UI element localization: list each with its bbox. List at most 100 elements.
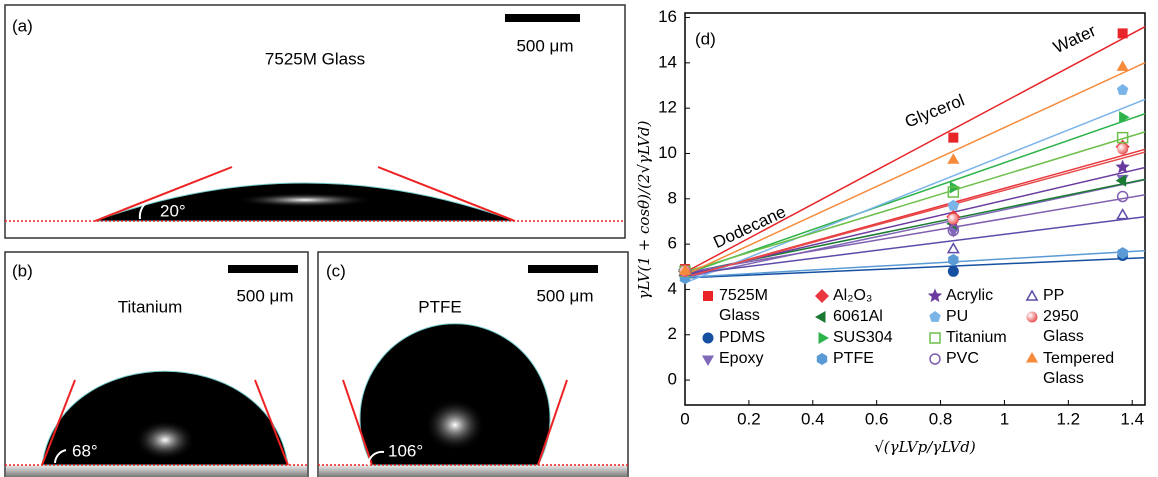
scale-label: 500 μm: [516, 36, 573, 55]
point: [1117, 143, 1129, 155]
point: [947, 227, 960, 238]
point: [947, 199, 960, 211]
legend-label: SUS304: [833, 329, 893, 346]
x-tick-label: 0.4: [801, 409, 825, 428]
trend-line: [684, 151, 1146, 278]
y-tick-label: 4: [668, 279, 677, 298]
panel-label: (c): [326, 261, 346, 280]
point: [1115, 174, 1127, 187]
scale-label: 500 μm: [536, 286, 593, 305]
legend-marker: [1026, 311, 1038, 323]
legend-marker: [927, 288, 943, 303]
annotation: Water: [1050, 21, 1099, 57]
legend-label: 2950 Glass: [1043, 308, 1084, 345]
point: [1116, 190, 1129, 203]
x-tick-label: 1.4: [1120, 409, 1144, 428]
legend-marker: [815, 310, 826, 324]
annotation: Glycerol: [902, 91, 967, 132]
legend-label: Titanium: [946, 329, 1007, 346]
legend-label: Al₂O₃: [833, 287, 873, 304]
y-tick-label: 16: [658, 7, 677, 26]
point: [947, 224, 960, 237]
legend-label: Epoxy: [719, 350, 764, 367]
legend-marker: [929, 332, 941, 344]
point: [1116, 84, 1129, 95]
legend-marker: [703, 291, 713, 301]
chart-label: (d): [695, 29, 716, 48]
panel-title: 7525M Glass: [265, 49, 365, 68]
trend-line: [684, 131, 1146, 273]
panel-title: PTFE: [418, 297, 461, 316]
y-tick-label: 2: [668, 324, 677, 343]
legend-marker: [702, 332, 714, 344]
legend-label: Tempered Glass: [1043, 350, 1115, 387]
plot-frame: [684, 12, 1146, 406]
angle-label: 20°: [160, 201, 186, 220]
scale-label: 500 μm: [236, 286, 293, 305]
legend-marker: [818, 331, 829, 345]
x-tick-label: 0: [680, 409, 689, 428]
point: [1117, 247, 1128, 260]
trend-line: [684, 256, 1146, 279]
y-tick-label: 14: [658, 52, 677, 71]
trend-line: [684, 62, 1146, 276]
trend-line: [684, 26, 1146, 274]
y-tick-label: 0: [668, 370, 677, 389]
point: [947, 186, 960, 198]
angle-label: 68°: [72, 441, 98, 460]
y-tick-label: 8: [668, 188, 677, 207]
panel-title: Titanium: [118, 297, 183, 316]
legend-marker: [701, 355, 715, 366]
y-tick-label: 12: [658, 98, 677, 117]
legend-marker: [816, 353, 828, 365]
point: [1116, 60, 1129, 71]
x-tick-label: 0.2: [737, 409, 761, 428]
legend-marker: [929, 311, 941, 322]
legend-label: 6061Al: [833, 308, 883, 325]
point: [1115, 159, 1130, 174]
x-axis-label: √(γLVp/γLVd): [874, 438, 976, 456]
legend-label: 7525M Glass: [719, 287, 768, 324]
trend-line: [684, 215, 1146, 276]
panel-a: (a) 7525M Glass 500 μm 20°: [4, 4, 626, 239]
legend-marker: [1025, 352, 1039, 363]
panel-b: (b) Titanium 500 μm 68°: [4, 251, 309, 477]
point: [947, 265, 959, 277]
trend-line: [684, 113, 1146, 275]
x-tick-label: 0.6: [865, 409, 889, 428]
trend-line: [684, 179, 1146, 279]
legend-marker: [815, 289, 829, 303]
legend-label: PU: [946, 308, 969, 325]
point: [678, 264, 692, 275]
legend-label: PVC: [946, 350, 979, 367]
legend-marker: [1025, 289, 1039, 301]
point: [1117, 28, 1128, 39]
legend-label: PTFE: [833, 350, 874, 367]
legend-label: PP: [1043, 287, 1065, 304]
angle-label: 106°: [388, 441, 423, 460]
trend-line: [684, 249, 1146, 279]
panel-c: (c) PTFE 500 μm 106°: [317, 251, 629, 477]
point: [946, 242, 960, 254]
point: [947, 213, 959, 225]
panel-label: (b): [12, 261, 33, 280]
point: [948, 132, 959, 143]
point: [947, 153, 960, 164]
trend-line: [684, 98, 1146, 284]
trend-line: [684, 194, 1146, 274]
panel-label: (a): [12, 16, 33, 35]
legend-label: PDMS: [719, 329, 766, 346]
legend-label: Acrylic: [946, 287, 994, 304]
x-tick-label: 1: [1000, 409, 1009, 428]
point: [948, 253, 959, 266]
y-tick-label: 6: [668, 234, 677, 253]
y-axis-label: γLV(1 + cosθ)/(2√γLVd): [635, 120, 653, 299]
y-tick-label: 10: [658, 143, 677, 162]
x-tick-label: 1.2: [1057, 409, 1081, 428]
legend-marker: [929, 353, 941, 365]
point: [1119, 111, 1130, 124]
x-tick-label: 0.8: [929, 409, 953, 428]
point: [1116, 131, 1129, 144]
